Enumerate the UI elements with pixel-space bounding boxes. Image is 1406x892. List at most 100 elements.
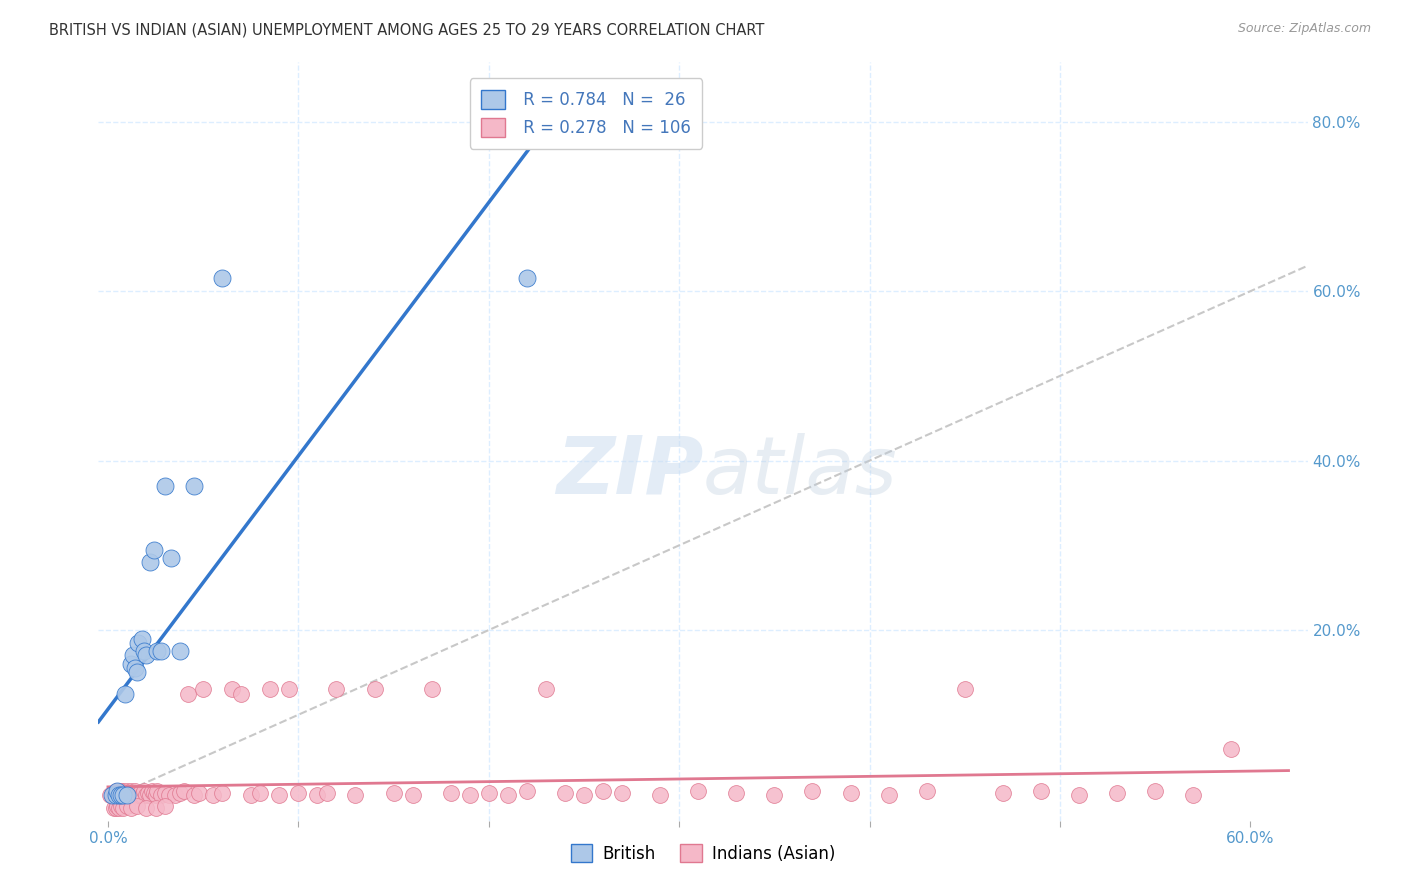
Point: [307, 789, 329, 803]
Point: [239, 789, 262, 803]
Point: [231, 687, 253, 701]
Point: [159, 551, 181, 566]
Point: [134, 644, 156, 658]
Point: [129, 786, 152, 800]
Point: [115, 789, 138, 803]
Point: [112, 801, 135, 815]
Point: [142, 542, 165, 557]
Point: [110, 789, 132, 803]
Point: [125, 786, 148, 800]
Point: [478, 786, 501, 800]
Point: [118, 786, 141, 800]
Point: [108, 801, 131, 815]
Point: [163, 789, 186, 803]
Point: [169, 786, 191, 800]
Point: [100, 789, 122, 803]
Point: [211, 271, 233, 285]
Point: [125, 665, 148, 680]
Point: [420, 682, 443, 697]
Point: [125, 799, 148, 814]
Point: [118, 789, 141, 803]
Point: [153, 479, 176, 493]
Point: [142, 786, 165, 800]
Point: [610, 786, 633, 800]
Point: [104, 789, 127, 803]
Point: [325, 682, 347, 697]
Point: [877, 789, 900, 803]
Point: [127, 636, 149, 650]
Point: [516, 271, 538, 285]
Point: [108, 789, 131, 803]
Point: [121, 648, 143, 663]
Point: [112, 784, 135, 798]
Point: [249, 786, 271, 800]
Point: [107, 784, 129, 798]
Point: [134, 784, 156, 798]
Point: [269, 789, 291, 803]
Point: [169, 644, 191, 658]
Point: [146, 644, 169, 658]
Text: Source: ZipAtlas.com: Source: ZipAtlas.com: [1237, 22, 1371, 36]
Point: [183, 789, 205, 803]
Point: [191, 682, 214, 697]
Point: [110, 789, 132, 803]
Point: [108, 786, 131, 800]
Point: [440, 786, 463, 800]
Point: [107, 789, 129, 803]
Point: [953, 682, 976, 697]
Point: [125, 789, 148, 803]
Point: [1144, 784, 1167, 798]
Point: [112, 789, 135, 803]
Point: [103, 801, 125, 815]
Point: [688, 784, 710, 798]
Point: [139, 555, 162, 569]
Point: [135, 801, 157, 815]
Point: [1220, 741, 1243, 756]
Point: [107, 784, 129, 798]
Point: [131, 632, 153, 646]
Point: [1107, 786, 1129, 800]
Point: [115, 799, 138, 814]
Point: [146, 784, 169, 798]
Point: [114, 687, 136, 701]
Point: [110, 799, 132, 814]
Point: [157, 789, 180, 803]
Point: [112, 786, 135, 800]
Point: [382, 786, 405, 800]
Point: [136, 786, 159, 800]
Point: [592, 784, 614, 798]
Point: [496, 789, 519, 803]
Point: [141, 784, 163, 798]
Point: [127, 789, 149, 803]
Point: [572, 789, 595, 803]
Point: [110, 784, 132, 798]
Point: [108, 789, 131, 803]
Point: [363, 682, 385, 697]
Point: [316, 786, 339, 800]
Point: [534, 682, 557, 697]
Point: [801, 784, 824, 798]
Point: [124, 661, 146, 675]
Point: [401, 789, 423, 803]
Text: BRITISH VS INDIAN (ASIAN) UNEMPLOYMENT AMONG AGES 25 TO 29 YEARS CORRELATION CHA: BRITISH VS INDIAN (ASIAN) UNEMPLOYMENT A…: [49, 22, 765, 37]
Point: [104, 789, 127, 803]
Point: [120, 784, 142, 798]
Point: [145, 801, 167, 815]
Point: [98, 789, 121, 803]
Point: [839, 786, 862, 800]
Point: [188, 786, 211, 800]
Point: [287, 786, 309, 800]
Legend: British, Indians (Asian): British, Indians (Asian): [564, 838, 842, 869]
Point: [145, 789, 167, 803]
Point: [173, 784, 195, 798]
Point: [139, 789, 162, 803]
Point: [259, 682, 281, 697]
Text: atlas: atlas: [703, 433, 898, 511]
Point: [120, 657, 142, 671]
Point: [120, 789, 142, 803]
Point: [135, 648, 157, 663]
Point: [114, 786, 136, 800]
Point: [221, 682, 243, 697]
Point: [344, 789, 367, 803]
Point: [153, 799, 176, 814]
